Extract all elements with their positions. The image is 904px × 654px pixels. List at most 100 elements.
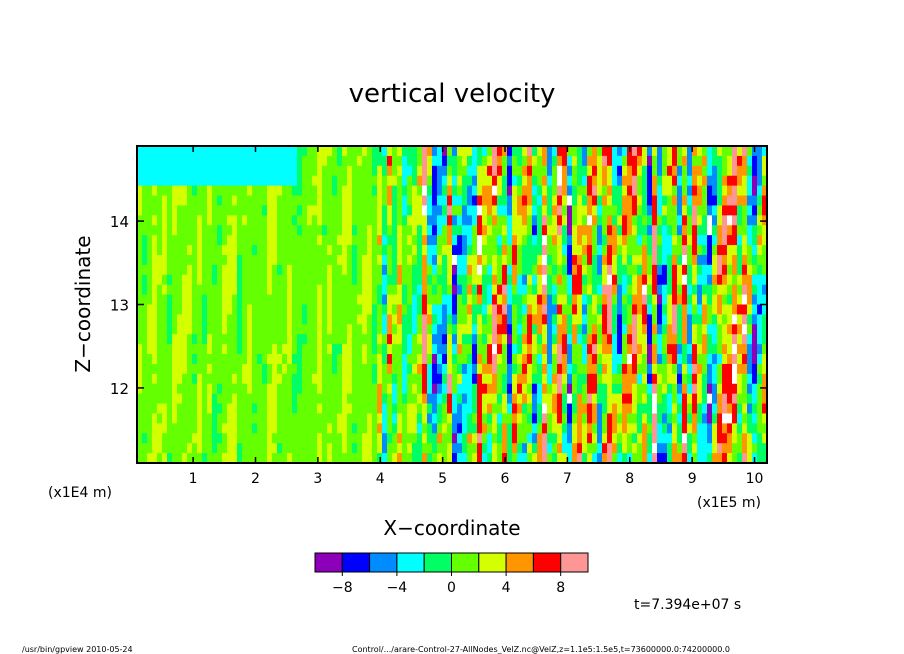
field-cell	[377, 413, 383, 424]
field-cell	[592, 225, 598, 236]
field-cell	[162, 453, 168, 464]
field-cell	[322, 215, 328, 226]
field-cell	[472, 235, 478, 246]
field-cell	[147, 185, 153, 197]
field-cell	[427, 245, 433, 256]
field-cell	[692, 245, 698, 256]
field-cell	[292, 334, 298, 345]
field-cell	[467, 235, 473, 246]
field-cell	[207, 304, 213, 316]
field-cell	[462, 155, 468, 167]
field-cell	[557, 205, 563, 216]
field-cell	[522, 146, 528, 157]
field-cell	[577, 264, 583, 276]
field-cell	[367, 423, 373, 434]
field-cell	[437, 433, 443, 444]
field-cell	[502, 264, 508, 276]
field-cell	[252, 334, 258, 345]
field-cell	[732, 294, 738, 306]
field-cell	[717, 284, 723, 296]
field-cell	[247, 175, 253, 187]
field-cell	[337, 453, 343, 464]
field-cell	[382, 165, 388, 177]
field-cell	[342, 205, 348, 216]
field-cell	[297, 363, 303, 375]
field-cell	[587, 254, 593, 266]
field-cell	[397, 254, 403, 266]
field-cell	[327, 185, 333, 197]
field-cell	[282, 225, 288, 236]
field-cell	[742, 344, 748, 355]
field-cell	[482, 304, 488, 316]
field-cell	[387, 264, 393, 276]
field-cell	[422, 284, 428, 296]
field-cell	[157, 453, 163, 464]
field-cell	[147, 453, 153, 464]
field-cell	[227, 413, 233, 424]
field-cell	[207, 334, 213, 345]
field-cell	[222, 155, 228, 167]
field-cell	[542, 443, 548, 454]
field-cell	[632, 175, 638, 187]
field-cell	[497, 195, 503, 207]
field-cell	[407, 363, 413, 375]
field-cell	[597, 155, 603, 167]
field-cell	[617, 423, 623, 434]
field-cell	[697, 245, 703, 256]
field-cell	[447, 225, 453, 236]
field-cell	[747, 294, 753, 306]
field-cell	[562, 423, 568, 434]
field-cell	[282, 264, 288, 276]
field-cell	[182, 294, 188, 306]
field-cell	[422, 215, 428, 226]
field-cell	[482, 453, 488, 464]
field-cell	[157, 413, 163, 424]
field-cell	[692, 403, 698, 415]
field-cell	[482, 314, 488, 325]
field-cell	[397, 225, 403, 236]
field-cell	[152, 205, 158, 216]
field-cell	[502, 344, 508, 355]
field-cell	[182, 264, 188, 276]
field-cell	[647, 274, 653, 286]
field-cell	[557, 403, 563, 415]
field-cell	[272, 363, 278, 375]
field-cell	[267, 284, 273, 296]
field-cell	[737, 185, 743, 197]
field-cell	[517, 354, 523, 365]
field-cell	[692, 146, 698, 157]
field-cell	[157, 314, 163, 325]
field-cell	[722, 393, 728, 405]
field-cell	[582, 146, 588, 157]
field-cell	[197, 284, 203, 296]
field-cell	[212, 205, 218, 216]
field-cell	[527, 294, 533, 306]
field-cell	[757, 175, 763, 187]
field-cell	[522, 254, 528, 266]
field-cell	[712, 195, 718, 207]
field-cell	[747, 235, 753, 246]
field-cell	[447, 264, 453, 276]
field-cell	[702, 443, 708, 454]
field-cell	[202, 284, 208, 296]
field-cell	[657, 245, 663, 256]
field-cell	[722, 324, 728, 335]
field-cell	[552, 205, 558, 216]
field-cell	[557, 314, 563, 325]
field-cell	[567, 324, 573, 335]
field-cell	[332, 363, 338, 375]
field-cell	[547, 195, 553, 207]
field-cell	[227, 294, 233, 306]
field-cell	[732, 443, 738, 454]
field-cell	[312, 413, 318, 424]
field-cell	[517, 245, 523, 256]
field-cell	[352, 334, 358, 345]
field-cell	[672, 393, 678, 405]
field-cell	[212, 433, 218, 444]
field-cell	[567, 314, 573, 325]
field-cell	[652, 453, 658, 464]
field-cell	[472, 363, 478, 375]
field-cell	[607, 334, 613, 345]
field-cell	[622, 383, 628, 395]
